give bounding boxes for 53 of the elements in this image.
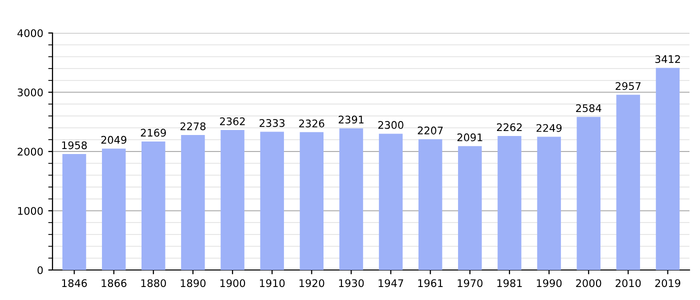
data-label: 2169 [140, 128, 166, 137]
x-tick-label: 1961 [418, 279, 443, 288]
bar [576, 116, 600, 270]
data-label: 2584 [576, 104, 602, 112]
y-tick-label: 2000 [18, 148, 43, 156]
bar [656, 68, 680, 270]
data-label: 2207 [418, 126, 443, 134]
bar [458, 146, 482, 270]
y-tick-label: 0 [38, 266, 43, 274]
x-tick-label: 1920 [300, 279, 324, 288]
x-tick-label: 1846 [62, 279, 87, 288]
y-tick-label: 4000 [17, 29, 43, 38]
data-label: 2091 [457, 133, 482, 142]
data-label: 2362 [220, 117, 245, 126]
bar [418, 139, 442, 270]
data-label: 2391 [338, 116, 364, 124]
x-tick-label: 1990 [536, 279, 562, 288]
data-label: 2326 [299, 120, 324, 128]
data-label: 2300 [378, 121, 404, 129]
x-tick-label: 1900 [220, 279, 246, 288]
y-tick-label: 1000 [18, 206, 43, 215]
bar [537, 136, 561, 270]
x-tick-label: 1866 [102, 279, 126, 288]
data-label: 2262 [496, 123, 522, 132]
x-tick-label: 1947 [378, 279, 404, 288]
data-label: 2249 [536, 124, 562, 132]
data-label: 2049 [101, 136, 126, 144]
bar [616, 94, 640, 270]
bar [220, 130, 244, 270]
data-label: 1958 [62, 141, 87, 150]
x-tick-label: 2000 [576, 279, 602, 288]
x-tick-label: 1970 [458, 279, 482, 288]
bar [378, 134, 403, 270]
bar [498, 136, 522, 270]
bar [142, 141, 166, 270]
data-label: 3412 [655, 55, 680, 64]
bar [300, 132, 324, 270]
data-label: 2278 [180, 122, 206, 130]
x-tick-label: 1880 [141, 279, 166, 288]
bar [102, 148, 126, 270]
data-label: 2333 [260, 119, 285, 127]
x-tick-label: 1981 [497, 279, 522, 288]
bar [260, 132, 284, 270]
bar [62, 154, 86, 270]
x-tick-label: 2019 [655, 279, 680, 288]
x-tick-label: 1890 [180, 279, 206, 288]
x-tick-label: 1930 [339, 279, 364, 288]
x-tick-label: 2010 [616, 279, 641, 288]
bar [181, 135, 205, 270]
data-label: 2957 [616, 82, 641, 90]
x-tick-label: 1910 [260, 279, 285, 288]
y-tick-label: 3000 [18, 88, 43, 96]
bar [339, 128, 364, 270]
